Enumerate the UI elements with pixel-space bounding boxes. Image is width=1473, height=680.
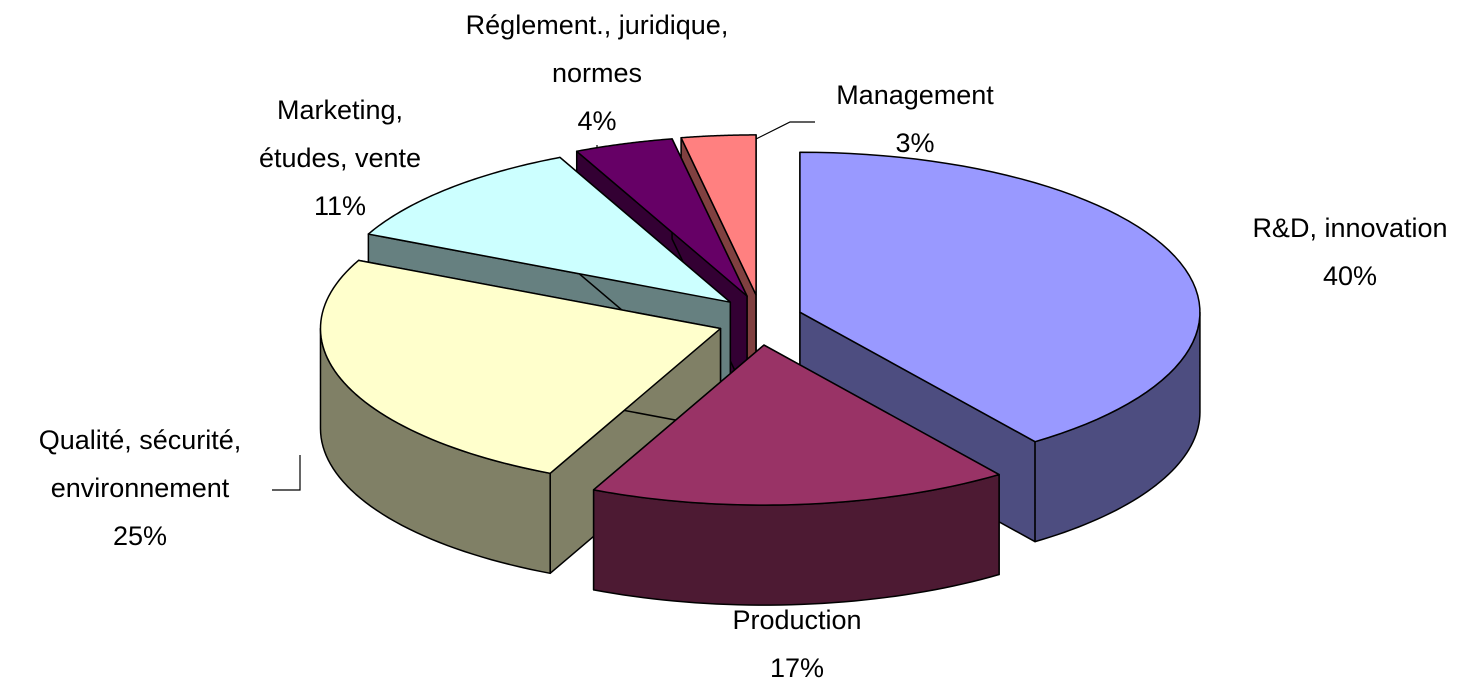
value-label: 17% (687, 644, 907, 680)
category-label: R&D, innovation (1200, 204, 1473, 252)
category-label: Management (795, 71, 1035, 119)
category-label: Qualité, sécurité, environnement (0, 416, 280, 512)
value-label: 25% (0, 512, 280, 560)
chart-root: R&D, innovation40% Production17% Qualité, … (0, 0, 1473, 680)
value-label: 3% (795, 119, 1035, 167)
category-label: Production (687, 596, 907, 644)
pie (320, 135, 1199, 605)
value-label: 4% (427, 97, 767, 145)
value-label: 40% (1200, 252, 1473, 300)
value-label: 11% (240, 182, 440, 230)
category-label: Marketing, études, vente (240, 86, 440, 182)
category-label: Réglement., juridique, normes (427, 1, 767, 97)
